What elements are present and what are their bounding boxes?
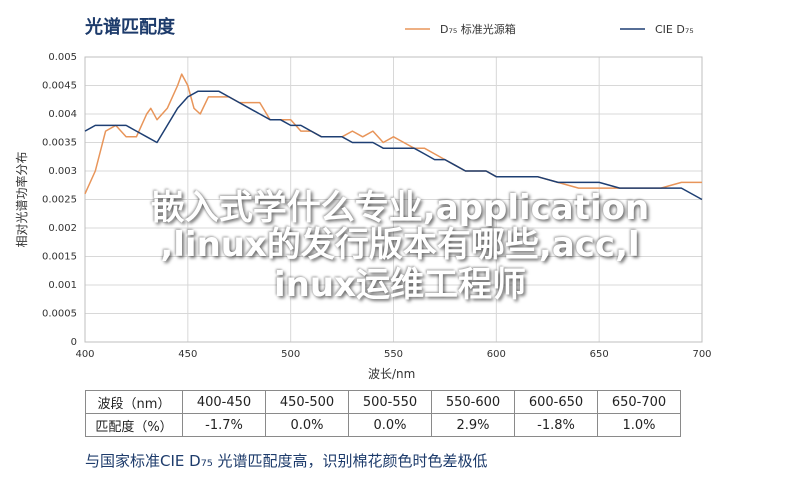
table-row-band: 波段（nm） 400-450 450-500 500-550 550-600 6…	[85, 390, 681, 414]
chart-title: 光谱匹配度	[84, 16, 176, 38]
y-tick-label: 0.0005	[42, 309, 77, 320]
table-cell: 550-600	[431, 390, 515, 414]
legend-label-d75-box: D₇₅ 标准光源箱	[440, 22, 516, 36]
x-tick-label: 400	[75, 349, 94, 360]
y-tick-label: 0.005	[48, 52, 77, 63]
table-cell: 波段（nm）	[85, 390, 183, 414]
x-tick-label: 700	[692, 349, 711, 360]
x-axis-label: 波长/nm	[368, 367, 415, 381]
y-axis-label: 相对光谱功率分布	[14, 151, 29, 247]
table-cell: 0.0%	[265, 413, 349, 437]
table-cell: 500-550	[348, 390, 432, 414]
grid	[84, 56, 703, 343]
table-cell: -1.7%	[182, 413, 266, 437]
y-tick-label: 0.0035	[42, 138, 77, 149]
x-tick-label: 600	[487, 349, 506, 360]
y-tick-label: 0.001	[48, 280, 77, 291]
table-row-match: 匹配度（%） -1.7% 0.0% 0.0% 2.9% -1.8% 1.0%	[85, 413, 681, 437]
table-cell: 0.0%	[348, 413, 432, 437]
y-tick-label: 0.002	[48, 223, 77, 234]
series-lines	[84, 73, 703, 201]
y-tick-label: 0.0025	[42, 195, 77, 206]
table-cell: 650-700	[597, 390, 681, 414]
legend-label-cie-d75: CIE D₇₅	[655, 23, 694, 36]
x-tick-labels: 400 450 500 550 600 650 700	[75, 349, 711, 360]
y-tick-label: 0	[71, 337, 77, 348]
match-table: 波段（nm） 400-450 450-500 500-550 550-600 6…	[85, 390, 681, 437]
table-cell: -1.8%	[514, 413, 598, 437]
x-tick-label: 650	[590, 349, 609, 360]
legend: D₇₅ 标准光源箱 CIE D₇₅	[405, 22, 694, 36]
spectral-chart: 光谱匹配度 0 0.0005 0.001 0.0015 0.002 0.0025 0.003…	[14, 16, 712, 381]
table-cell: 400-450	[182, 390, 266, 414]
table-cell: 1.0%	[597, 413, 681, 437]
y-tick-label: 0.0015	[42, 252, 77, 263]
x-tick-label: 550	[384, 349, 403, 360]
footer-note: 与国家标准CIE D₇₅ 光谱匹配度高，识别棉花颜色时色差极低	[85, 452, 488, 470]
table-cell: 450-500	[265, 390, 349, 414]
table-cell: 600-650	[514, 390, 598, 414]
watermark-line-2: ,linux的发行版本有哪些,acc,l	[160, 225, 640, 265]
table-cell: 匹配度（%）	[85, 413, 183, 437]
y-tick-labels: 0 0.0005 0.001 0.0015 0.002 0.0025 0.003 0.0035…	[42, 52, 77, 348]
y-tick-label: 0.0045	[42, 81, 77, 92]
y-tick-label: 0.004	[48, 109, 77, 120]
x-tick-label: 450	[178, 349, 197, 360]
watermark-line-1: 嵌入式学什么专业,application	[150, 188, 650, 228]
watermark-line-3: inux运维工程师	[274, 265, 526, 305]
x-tick-label: 500	[281, 349, 300, 360]
y-tick-label: 0.003	[48, 166, 77, 177]
series-line-cie-d75	[84, 90, 703, 201]
table-cell: 2.9%	[431, 413, 515, 437]
